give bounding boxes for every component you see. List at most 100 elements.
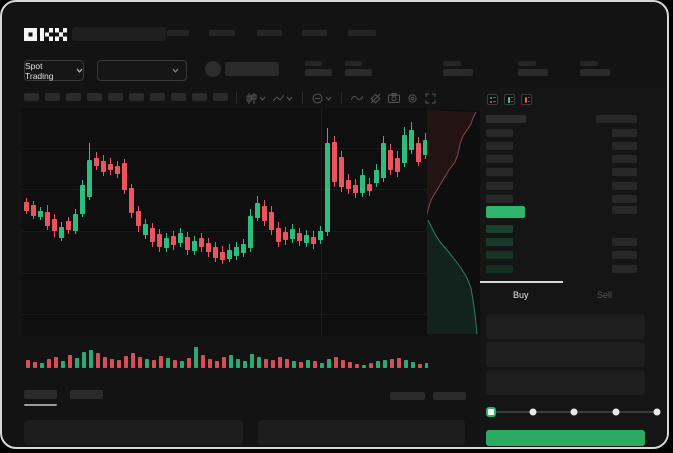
orderbook-price-bar xyxy=(486,238,513,246)
volume-bars xyxy=(26,347,428,368)
pair-name-placeholder xyxy=(225,62,279,76)
trend-line-icon[interactable] xyxy=(273,93,293,104)
orders-filter-placeholder[interactable] xyxy=(433,392,466,400)
orderbook-amount-bar xyxy=(612,195,637,203)
active-tab-indicator xyxy=(24,404,57,406)
orderbook-bids-icon[interactable] xyxy=(504,94,515,105)
market-type-label: Spot Trading xyxy=(25,60,54,81)
interval-chip-placeholder[interactable] xyxy=(24,93,39,101)
order-input-field[interactable] xyxy=(486,314,645,339)
interval-chip-placeholder[interactable] xyxy=(150,93,165,101)
interval-chip-placeholder[interactable] xyxy=(171,93,186,101)
orderbook-price-bar xyxy=(486,265,513,273)
trade-sidebar: Buy Sell xyxy=(480,87,667,447)
wave-icon[interactable] xyxy=(351,94,363,102)
gear-icon[interactable] xyxy=(407,93,418,104)
nav-item-placeholder[interactable] xyxy=(302,30,327,36)
orderbook-price-bar xyxy=(486,155,513,163)
orderbook-price-bar xyxy=(486,168,513,176)
order-input-field[interactable] xyxy=(486,370,645,395)
indicator-icon[interactable] xyxy=(312,93,332,104)
orders-panel-placeholder xyxy=(24,420,243,445)
interval-chip-placeholder[interactable] xyxy=(87,93,102,101)
buy-button[interactable] xyxy=(486,430,645,446)
okx-logo xyxy=(24,28,68,46)
orderbook-amount-bar xyxy=(612,265,637,273)
stat-value-placeholder xyxy=(443,69,473,76)
slider-stop[interactable] xyxy=(570,408,578,416)
gridline xyxy=(22,148,428,149)
orderbook-amount-bar xyxy=(596,115,637,123)
slider-stop[interactable] xyxy=(529,408,536,416)
orderbook-amount-bar xyxy=(612,129,637,137)
tab-buy[interactable]: Buy xyxy=(513,290,529,300)
orderbook-amount-bar xyxy=(612,251,637,259)
nav-item-placeholder[interactable] xyxy=(348,30,376,36)
chevron-down-icon xyxy=(172,68,179,73)
stat-label-placeholder xyxy=(345,61,362,66)
orderbook-price-bar xyxy=(486,251,513,259)
depth-chart xyxy=(426,110,480,335)
order-input-field[interactable] xyxy=(486,342,645,367)
chevron-down-icon xyxy=(76,68,83,73)
stat-value-placeholder xyxy=(305,69,332,76)
camera-icon[interactable] xyxy=(388,93,400,103)
slider-stop[interactable] xyxy=(612,408,619,416)
gridline xyxy=(22,314,428,315)
orderbook-amount-bar xyxy=(612,155,637,163)
pair-selector-dropdown[interactable] xyxy=(97,60,187,81)
interval-chip-placeholder[interactable] xyxy=(213,93,228,101)
orders-tab-placeholder[interactable] xyxy=(70,390,103,399)
stat-value-placeholder xyxy=(518,69,548,76)
orderbook-price-bar xyxy=(486,195,513,203)
slider-handle[interactable] xyxy=(486,407,496,417)
chart-toolbar-icons xyxy=(234,92,436,104)
orderbook-price-bar xyxy=(486,115,526,123)
candlestick-type-icon[interactable] xyxy=(246,92,266,104)
interval-chip-placeholder[interactable] xyxy=(108,93,123,101)
orderbook-price-bar xyxy=(486,225,513,233)
interval-chip-placeholder[interactable] xyxy=(45,93,60,101)
gridline xyxy=(22,273,428,274)
interval-chip-placeholder[interactable] xyxy=(66,93,81,101)
gridline xyxy=(321,108,322,336)
stat-label-placeholder xyxy=(580,61,598,66)
gridline xyxy=(22,189,428,190)
stat-label-placeholder xyxy=(518,61,536,66)
slider-stop[interactable] xyxy=(653,408,661,416)
orders-panel-placeholder xyxy=(258,420,465,445)
compare-icon[interactable] xyxy=(370,93,381,104)
market-type-dropdown[interactable]: Spot Trading xyxy=(24,60,84,81)
stat-label-placeholder xyxy=(305,61,322,66)
brand-section-placeholder xyxy=(72,27,166,41)
orders-filter-placeholder[interactable] xyxy=(390,392,425,400)
orderbook-price-bar xyxy=(486,182,513,190)
pair-coin-icon xyxy=(205,61,221,77)
stat-value-placeholder xyxy=(345,69,372,76)
active-tab-indicator xyxy=(480,281,563,283)
expand-icon[interactable] xyxy=(425,93,436,104)
orderbook-amount-bar xyxy=(612,238,637,246)
gridline xyxy=(22,231,428,232)
stat-value-placeholder xyxy=(580,69,610,76)
nav-item-placeholder[interactable] xyxy=(167,30,189,36)
orderbook-mode-icons xyxy=(487,94,532,105)
orderbook-price-bar xyxy=(486,142,513,150)
orderbook-amount-bar xyxy=(612,206,637,214)
interval-chip-placeholder[interactable] xyxy=(192,93,207,101)
orderbook-asks-icon[interactable] xyxy=(521,94,532,105)
tab-sell[interactable]: Sell xyxy=(597,290,613,300)
orders-tab-placeholder[interactable] xyxy=(24,390,57,399)
orderbook-price-bar xyxy=(486,129,513,137)
last-price-badge xyxy=(486,206,525,218)
interval-chip-placeholder[interactable] xyxy=(129,93,144,101)
orderbook-amount-bar xyxy=(612,182,637,190)
nav-item-placeholder[interactable] xyxy=(209,30,235,36)
orderbook-both-icon[interactable] xyxy=(487,94,498,105)
orderbook-amount-bar xyxy=(612,168,637,176)
stat-label-placeholder xyxy=(443,61,461,66)
nav-item-placeholder[interactable] xyxy=(257,30,282,36)
candlestick-chart[interactable] xyxy=(22,108,428,336)
orderbook-amount-bar xyxy=(612,142,637,150)
